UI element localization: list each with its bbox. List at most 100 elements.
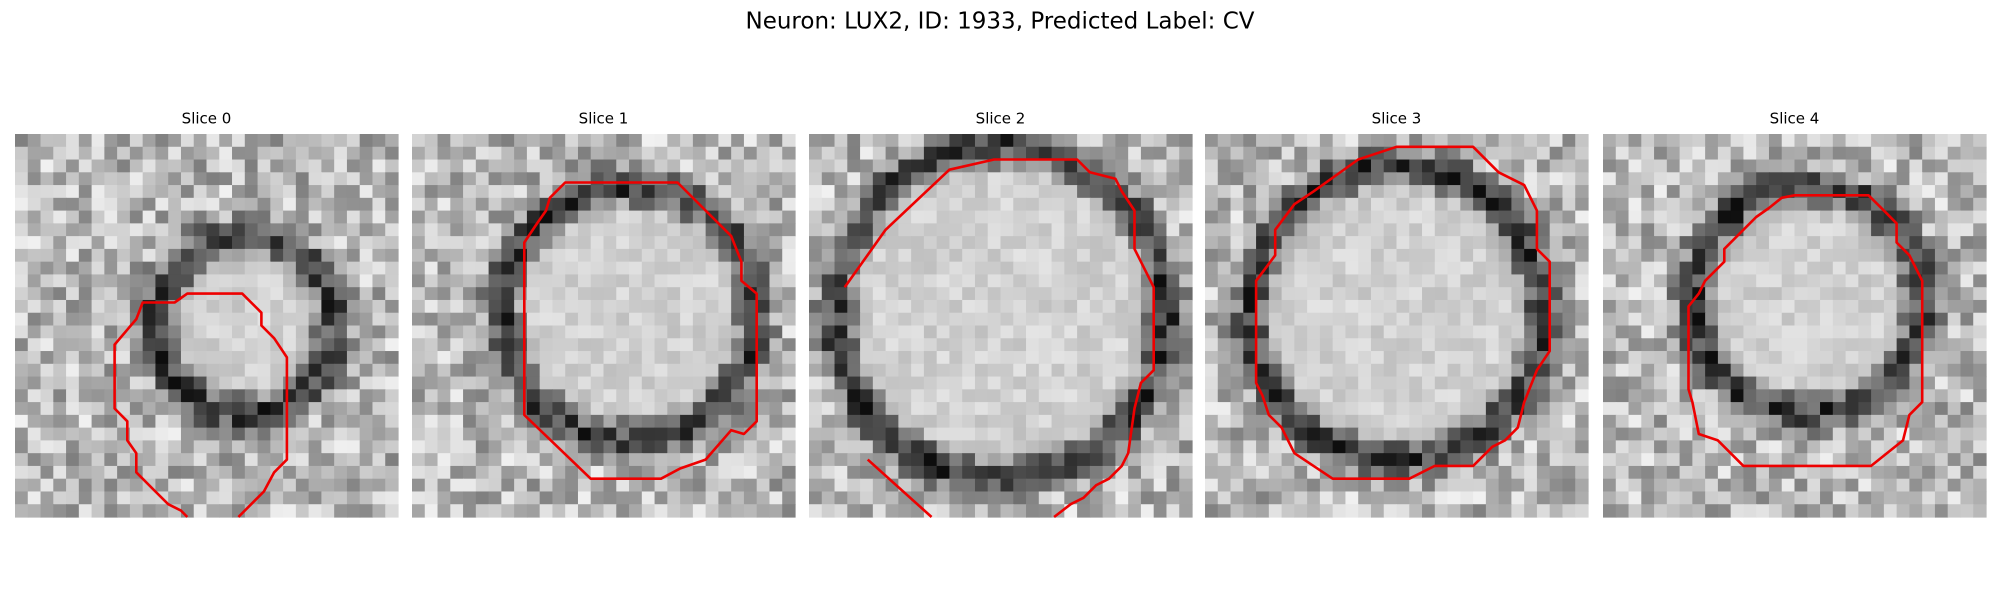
pixel xyxy=(1641,236,1655,250)
pixel xyxy=(385,274,399,288)
pixel xyxy=(1896,299,1910,314)
pixel xyxy=(1013,185,1027,199)
pixel xyxy=(616,287,630,301)
pixel xyxy=(334,504,348,518)
pixel xyxy=(1641,210,1655,224)
pixel xyxy=(424,261,439,276)
pixel xyxy=(1319,440,1334,454)
pixel xyxy=(1641,453,1655,467)
pixel xyxy=(1051,159,1065,173)
pixel xyxy=(743,504,758,518)
pixel xyxy=(1089,338,1104,352)
pixel xyxy=(1743,287,1757,301)
pixel xyxy=(1947,236,1962,250)
pixel xyxy=(155,376,169,390)
pixel xyxy=(463,312,477,327)
pixel xyxy=(1858,134,1872,148)
pixel xyxy=(424,274,439,288)
pixel xyxy=(244,146,259,161)
pixel xyxy=(1858,197,1872,212)
pixel xyxy=(117,402,131,416)
pixel xyxy=(104,325,118,339)
pixel xyxy=(680,299,694,314)
pixel xyxy=(1447,159,1461,173)
pixel xyxy=(142,325,157,339)
pixel xyxy=(1524,491,1538,505)
pixel xyxy=(1730,159,1745,173)
pixel xyxy=(104,414,118,429)
pixel xyxy=(193,465,208,480)
pixel xyxy=(53,172,67,186)
pixel xyxy=(1217,172,1232,186)
pixel xyxy=(860,159,874,173)
pixel xyxy=(1077,287,1091,301)
pixel xyxy=(1536,427,1551,441)
pixel xyxy=(1396,465,1410,480)
pixel xyxy=(334,287,348,301)
pixel xyxy=(680,146,694,161)
pixel xyxy=(1409,248,1423,263)
pixel xyxy=(1179,210,1193,224)
pixel xyxy=(1281,453,1295,467)
pixel xyxy=(667,351,681,365)
pixel xyxy=(104,274,118,288)
pixel xyxy=(1205,338,1219,352)
pixel xyxy=(1256,172,1270,186)
pixel xyxy=(1473,440,1487,454)
pixel xyxy=(834,351,848,365)
pixel xyxy=(321,427,335,441)
pixel xyxy=(334,197,348,212)
pixel xyxy=(1756,465,1770,480)
pixel xyxy=(692,440,707,454)
pixel xyxy=(66,223,80,237)
pixel xyxy=(1756,287,1770,301)
pixel xyxy=(743,223,758,237)
pixel xyxy=(91,312,105,327)
pixel xyxy=(962,465,976,480)
pixel xyxy=(270,414,284,429)
pixel xyxy=(526,172,541,186)
pixel xyxy=(1934,414,1949,429)
pixel xyxy=(346,504,361,518)
pixel xyxy=(987,185,1002,199)
pixel xyxy=(1256,287,1270,301)
pixel xyxy=(1807,453,1821,467)
pixel xyxy=(1294,363,1308,378)
pixel xyxy=(206,312,220,327)
pixel xyxy=(936,440,951,454)
pixel xyxy=(1205,465,1219,480)
pixel xyxy=(1934,274,1949,288)
pixel xyxy=(308,504,322,518)
pixel xyxy=(372,478,386,493)
pixel xyxy=(1845,236,1859,250)
pixel xyxy=(590,261,605,276)
pixel xyxy=(1332,453,1347,467)
pixel xyxy=(155,223,169,237)
pixel xyxy=(283,134,297,148)
pixel xyxy=(1281,312,1295,327)
pixel xyxy=(552,236,566,250)
pixel xyxy=(1575,261,1589,276)
pixel xyxy=(1666,185,1681,199)
pixel xyxy=(308,325,322,339)
pixel xyxy=(1243,504,1257,518)
pixel xyxy=(1166,338,1180,352)
pixel xyxy=(629,478,643,493)
pixel xyxy=(270,159,284,173)
pixel xyxy=(501,287,515,301)
pixel xyxy=(552,185,566,199)
pixel xyxy=(91,287,105,301)
pixel xyxy=(15,159,29,173)
pixel xyxy=(1345,465,1359,480)
pixel xyxy=(1832,414,1847,429)
pixel xyxy=(974,351,989,365)
pixel xyxy=(1603,363,1617,378)
pixel xyxy=(1294,223,1308,237)
pixel xyxy=(1922,389,1936,403)
pixel xyxy=(78,351,93,365)
pixel xyxy=(577,287,592,301)
pixel xyxy=(590,185,605,199)
pixel xyxy=(1832,389,1847,403)
pixel xyxy=(1692,478,1706,493)
pixel xyxy=(1140,299,1155,314)
